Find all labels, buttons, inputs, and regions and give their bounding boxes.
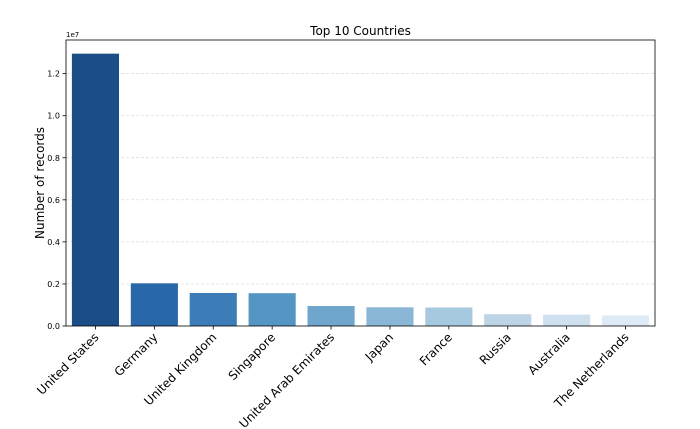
y-axis-offset-label: 1e7 [66,31,79,39]
x-tick-label: Germany [112,330,161,379]
y-tick-label: 0.2 [47,280,60,289]
y-tick-label: 0.6 [47,196,60,205]
grid-lines [66,73,655,285]
bar [366,307,414,326]
bar [307,306,355,326]
x-tick-label: Australia [525,330,572,377]
plot-frame [65,39,656,327]
y-tick-label: 1.0 [47,112,60,121]
y-tick-label: 1.2 [47,70,60,79]
x-tick-label: France [417,330,455,368]
chart-title: Top 10 Countries [309,24,411,38]
bar [601,315,650,326]
bar [130,283,178,326]
bar [189,292,237,326]
bar [425,307,473,326]
x-tick-label: Japan [362,330,396,364]
bar [484,314,532,326]
x-tick-label: United States [34,330,101,397]
y-tick-label: 0.0 [47,322,60,331]
bar [71,53,120,326]
y-tick-label: 0.8 [47,154,60,163]
x-tick-label: Singapore [226,330,279,383]
bar [248,293,296,326]
x-tick-label: United Arab Emirates [236,330,337,429]
y-axis-label: Number of records [33,127,47,239]
y-axis-ticks: 0.0 0.2 0.4 0.6 0.8 1.0 1.2 [47,70,66,331]
y-tick-label: 0.4 [47,238,60,247]
x-tick-label: Russia [477,330,514,367]
bar [543,314,591,326]
bars [71,53,650,326]
